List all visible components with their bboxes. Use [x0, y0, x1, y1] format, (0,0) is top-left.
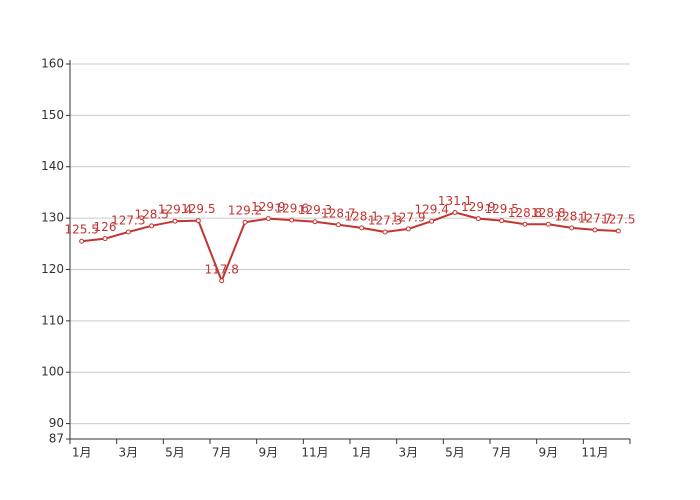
y-tick-label: 100 [41, 365, 64, 379]
data-label: 127.3 [368, 213, 402, 227]
point [172, 218, 178, 224]
data-label: 127.9 [391, 210, 425, 224]
point [195, 218, 201, 224]
point [312, 219, 318, 225]
x-tick-label: 9月 [259, 446, 279, 460]
y-tick-label: 150 [41, 108, 64, 122]
data-label: 128.5 [134, 207, 168, 221]
point [335, 222, 341, 228]
x-tick-label: 5月 [445, 446, 465, 460]
data-label: 129.6 [274, 202, 308, 216]
point [102, 236, 108, 242]
x-tick-label: 11月 [301, 446, 328, 460]
data-label: 129.5 [181, 202, 215, 216]
data-label: 131.1 [438, 194, 472, 208]
point [475, 216, 481, 222]
point [265, 216, 271, 222]
x-tick-label: 7月 [492, 446, 512, 460]
data-label: 129.4 [414, 203, 448, 217]
point [125, 229, 131, 235]
data-label: 127.7 [578, 211, 612, 225]
point [382, 229, 388, 235]
x-tick-label: 3月 [399, 446, 419, 460]
x-tick-label: 5月 [165, 446, 185, 460]
point [499, 218, 505, 224]
x-tick-label: 1月 [352, 446, 372, 460]
data-label: 128.1 [344, 209, 378, 223]
point [405, 226, 411, 232]
data-label: 127.5 [601, 212, 635, 226]
point [452, 209, 458, 215]
data-label: 117.8 [204, 262, 238, 276]
point [429, 218, 435, 224]
x-tick-label: 7月 [212, 446, 232, 460]
x-tick-label: 11月 [581, 446, 608, 460]
y-tick-label: 90 [49, 416, 64, 430]
point [569, 225, 575, 231]
point [592, 227, 598, 233]
data-label: 128.1 [554, 209, 588, 223]
point [79, 238, 85, 244]
x-tick-label: 1月 [72, 446, 92, 460]
data-label: 128.8 [531, 206, 565, 220]
point [615, 228, 621, 234]
data-label: 129.5 [484, 202, 518, 216]
y-tick-label: 120 [41, 262, 64, 276]
y-tick-label: 110 [41, 313, 64, 327]
point [242, 219, 248, 225]
data-label: 126 [94, 220, 117, 234]
series-line [81, 211, 619, 284]
data-label: 129.2 [228, 204, 262, 218]
data-label: 129.3 [298, 203, 332, 217]
data-label: 129.9 [251, 200, 285, 214]
data-label: 129.4 [158, 203, 192, 217]
point [289, 217, 295, 223]
point [522, 221, 528, 227]
data-label: 129.9 [461, 200, 495, 214]
y-tick-label: 140 [41, 159, 64, 173]
point [219, 278, 225, 284]
point [359, 225, 365, 231]
data-label: 128.7 [321, 206, 355, 220]
x-tick-label: 9月 [539, 446, 559, 460]
data-label: 125.5 [64, 223, 98, 237]
y-tick-label: 87 [49, 432, 64, 446]
data-label: 128.8 [508, 206, 542, 220]
x-tick-label: 3月 [119, 446, 139, 460]
y-tick-label: 160 [41, 57, 64, 71]
data-label: 127.3 [111, 213, 145, 227]
y-tick-label: 130 [41, 211, 64, 225]
point [149, 223, 155, 229]
point [545, 221, 551, 227]
